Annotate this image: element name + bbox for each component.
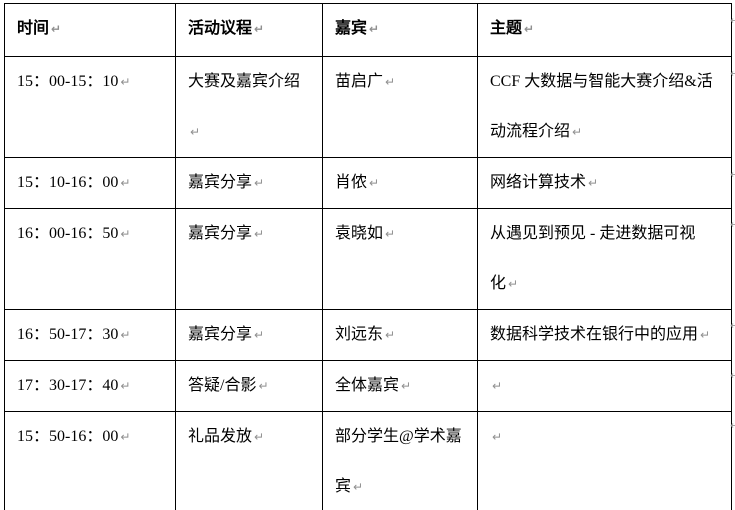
cell-time[interactable]: 15：10-16：00 ↵ [4,157,176,209]
cell-topic[interactable]: ↵ [477,411,732,510]
guest-value: 肖侬 [335,174,368,191]
cell-agenda[interactable]: 大赛及嘉宾介绍 ↵ [175,56,323,158]
paragraph-mark-icon: ↵ [524,22,535,36]
table-row: 15：10-16：00 ↵ 嘉宾分享 ↵ 肖侬 ↵ 网络计算技术 ↵ [4,157,732,209]
paragraph-mark-icon: ↵ [254,430,265,444]
paragraph-mark-icon: ↵ [254,328,265,342]
paragraph-mark-icon: ↵ [508,277,519,291]
header-label-topic: 主题 [490,20,523,37]
header-cell-time[interactable]: 时间 ↵ [4,3,176,57]
header-label-agenda: 活动议程 [188,20,253,37]
agenda-value: 嘉宾分享 [188,174,253,191]
agenda-value: 礼品发放 [188,428,253,445]
row-end-mark-icon: ↵ [730,419,735,432]
cell-topic[interactable]: 网络计算技术 ↵ [477,157,732,209]
paragraph-mark-icon: ↵ [385,328,396,342]
paragraph-mark-icon: ↵ [254,176,265,190]
row-end-mark-icon: ↵ [730,67,735,80]
cell-agenda[interactable]: 嘉宾分享 ↵ [175,157,323,209]
guest-value: 苗启广 [335,73,384,90]
guest-value: 全体嘉宾 [335,377,400,394]
guest-value: 刘远东 [335,326,384,343]
row-end-mark-icon: ↵ [730,218,735,231]
guest-value: 袁晓如 [335,225,384,242]
cell-topic[interactable]: ↵ [477,360,732,412]
guest-value: 部分学生@学术嘉 宾 [335,428,462,495]
table-row: 15：50-16：00 ↵ 礼品发放 ↵ 部分学生@学术嘉 宾 ↵ ↵ [4,411,732,510]
cell-topic[interactable]: CCF 大数据与智能大赛介绍&活 动流程介绍 ↵ [477,56,732,158]
agenda-value: 答疑/合影 [188,377,257,394]
paragraph-mark-icon: ↵ [120,176,131,190]
topic-value: 数据科学技术在银行中的应用 [490,326,699,343]
paragraph-mark-icon: ↵ [385,227,396,241]
paragraph-mark-icon: ↵ [254,227,265,241]
paragraph-mark-icon: ↵ [190,125,201,139]
topic-value: CCF 大数据与智能大赛介绍&活 动流程介绍 [490,73,713,140]
paragraph-mark-icon: ↵ [353,480,364,494]
table-row: 17：30-17：40 ↵ 答疑/合影 ↵ 全体嘉宾 ↵ ↵ [4,360,732,412]
table-row: 15：00-15：10 ↵ 大赛及嘉宾介绍↵ 苗启广 ↵ CCF 大数据与智能大赛介… [4,56,732,158]
paragraph-mark-icon: ↵ [120,227,131,241]
cell-agenda[interactable]: 嘉宾分享 ↵ [175,309,323,361]
cell-time[interactable]: 16：50-17：30 ↵ [4,309,176,361]
time-value: 15：00-15：10 [17,73,119,90]
paragraph-mark-icon: ↵ [401,379,412,393]
cell-guest[interactable]: 全体嘉宾 ↵ [322,360,478,412]
cell-agenda[interactable]: 嘉宾分享 ↵ [175,208,323,310]
paragraph-mark-icon: ↵ [258,379,269,393]
paragraph-mark-icon: ↵ [369,176,380,190]
cell-guest[interactable]: 肖侬 ↵ [322,157,478,209]
cell-time[interactable]: 17：30-17：40 ↵ [4,360,176,412]
time-value: 16：50-17：30 [17,326,119,343]
time-value: 15：10-16：00 [17,174,119,191]
paragraph-mark-icon: ↵ [51,22,62,36]
cell-guest[interactable]: 刘远东 ↵ [322,309,478,361]
table-row: 16：50-17：30 ↵ 嘉宾分享 ↵ 刘远东 ↵ 数据科学技术在银行中的应用 ↵ [4,309,732,361]
paragraph-mark-icon: ↵ [254,22,265,36]
agenda-value: 大赛及嘉宾介绍 [188,73,301,90]
table-row: 16：00-16：50 ↵ 嘉宾分享 ↵ 袁晓如 ↵ 从遇见到预见 - 走进数据可视 … [4,208,732,310]
cell-topic[interactable]: 数据科学技术在银行中的应用 ↵ [477,309,732,361]
cell-time[interactable]: 15：50-16：00 ↵ [4,411,176,510]
row-end-mark-icon: ↵ [730,369,735,382]
paragraph-mark-icon: ↵ [700,328,711,342]
topic-value: 网络计算技术 [490,174,587,191]
cell-agenda[interactable]: 答疑/合影 ↵ [175,360,323,412]
paragraph-mark-icon: ↵ [385,75,396,89]
topic-value: 从遇见到预见 - 走进数据可视 化 [490,225,696,292]
paragraph-mark-icon: ↵ [588,176,599,190]
header-label-time: 时间 [17,20,50,37]
time-value: 16：00-16：50 [17,225,119,242]
time-value: 15：50-16：00 [17,428,119,445]
header-cell-topic[interactable]: 主题 ↵ [477,3,732,57]
cell-time[interactable]: 15：00-15：10 ↵ [4,56,176,158]
paragraph-mark-icon: ↵ [120,379,131,393]
paragraph-mark-icon: ↵ [572,125,583,139]
header-row: 时间 ↵ 活动议程 ↵ 嘉宾 ↵ 主题 ↵ [4,3,732,57]
paragraph-mark-icon: ↵ [369,22,380,36]
agenda-table: 时间 ↵ 活动议程 ↵ 嘉宾 ↵ 主题 ↵ 15：00-15：10 ↵ 大赛及嘉宾介绍↵ … [4,3,732,510]
paragraph-mark-icon: ↵ [492,379,503,393]
paragraph-mark-icon: ↵ [492,430,503,444]
agenda-value: 嘉宾分享 [188,225,253,242]
row-end-mark-icon: ↵ [730,168,735,181]
cell-guest[interactable]: 苗启广 ↵ [322,56,478,158]
row-end-mark-icon: ↵ [730,319,735,332]
cell-agenda[interactable]: 礼品发放 ↵ [175,411,323,510]
row-end-mark-icon: ↵ [730,14,735,27]
paragraph-mark-icon: ↵ [120,430,131,444]
cell-time[interactable]: 16：00-16：50 ↵ [4,208,176,310]
cell-guest[interactable]: 部分学生@学术嘉 宾 ↵ [322,411,478,510]
header-label-guest: 嘉宾 [335,20,368,37]
header-cell-agenda[interactable]: 活动议程 ↵ [175,3,323,57]
paragraph-mark-icon: ↵ [120,328,131,342]
agenda-value: 嘉宾分享 [188,326,253,343]
cell-guest[interactable]: 袁晓如 ↵ [322,208,478,310]
time-value: 17：30-17：40 [17,377,119,394]
header-cell-guest[interactable]: 嘉宾 ↵ [322,3,478,57]
paragraph-mark-icon: ↵ [120,75,131,89]
cell-topic[interactable]: 从遇见到预见 - 走进数据可视 化 ↵ [477,208,732,310]
